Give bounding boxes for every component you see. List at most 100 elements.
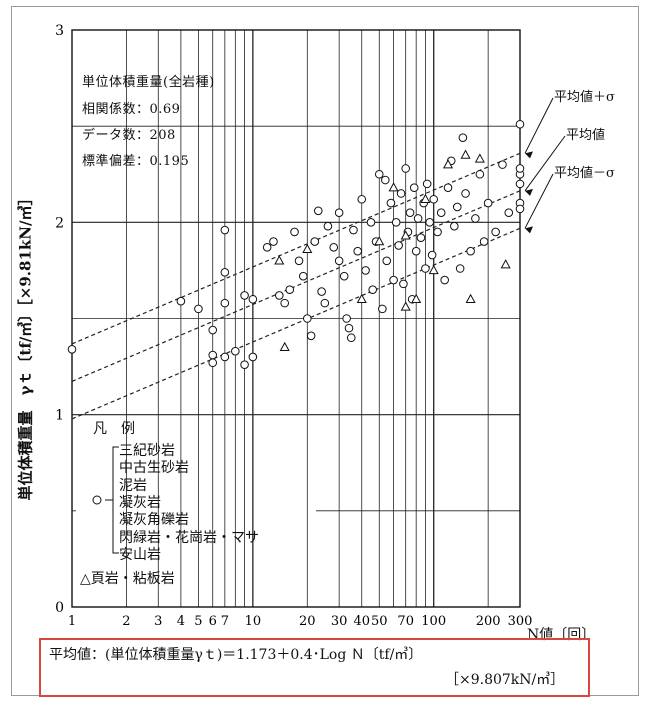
data-point-circle bbox=[374, 169, 384, 179]
x-tick-label: 1 bbox=[68, 614, 76, 629]
data-point-circle bbox=[416, 233, 426, 243]
x-tick-label: 300 bbox=[508, 614, 533, 629]
x-tick-label: 2 bbox=[122, 614, 130, 629]
data-point-triangle bbox=[356, 293, 367, 303]
stats-correlation: 相関係数：0.69 bbox=[82, 102, 181, 117]
mean-line bbox=[71, 190, 521, 382]
y-tick-label: 2 bbox=[55, 215, 64, 231]
data-point-circle bbox=[274, 291, 284, 300]
data-point-circle bbox=[290, 227, 299, 237]
legend-entry: 安山岩 bbox=[119, 546, 161, 563]
data-point-circle bbox=[317, 287, 326, 296]
data-point-triangle bbox=[465, 293, 476, 303]
data-point-circle bbox=[401, 164, 410, 173]
formula-box bbox=[39, 638, 590, 697]
x-tick-label: 20 bbox=[299, 614, 316, 629]
data-point-circle bbox=[471, 214, 480, 223]
data-point-circle bbox=[515, 204, 525, 214]
data-point-circle bbox=[498, 160, 507, 169]
legend-triangle-label: △頁岩・粘板岩 bbox=[80, 571, 175, 587]
data-point-circle bbox=[455, 264, 465, 273]
data-point-triangle bbox=[420, 193, 431, 203]
legend-entry: 凝灰岩 bbox=[119, 494, 161, 511]
data-point-triangle bbox=[442, 159, 454, 169]
x-tick-label: 50 bbox=[371, 614, 388, 629]
data-point-circle bbox=[285, 285, 295, 294]
data-point-triangle bbox=[400, 230, 411, 240]
data-point-circle bbox=[504, 208, 514, 218]
data-point-circle bbox=[378, 304, 387, 314]
legend-background bbox=[76, 414, 316, 590]
data-point-circle bbox=[421, 264, 430, 273]
data-point-circle bbox=[452, 202, 462, 212]
data-point-circle bbox=[368, 285, 378, 294]
data-point-circle bbox=[515, 164, 525, 173]
data-point-circle bbox=[298, 271, 308, 281]
leader-line bbox=[524, 97, 554, 154]
upper-sigma-line bbox=[71, 152, 521, 345]
data-point-circle bbox=[176, 296, 186, 306]
x-tick-label: 40 bbox=[353, 614, 370, 629]
data-point-circle bbox=[240, 291, 249, 300]
data-point-circle bbox=[208, 350, 218, 360]
y-tick-label: 3 bbox=[55, 23, 64, 39]
data-point-circle bbox=[515, 179, 525, 189]
data-point-circle bbox=[248, 352, 258, 362]
data-point-circle bbox=[450, 221, 459, 231]
data-point-circle bbox=[357, 194, 367, 204]
data-point-circle bbox=[405, 208, 415, 218]
x-tick-label: 10 bbox=[245, 614, 262, 629]
data-point-triangle bbox=[274, 255, 285, 265]
data-point-circle bbox=[458, 133, 468, 143]
legend-circle-marker bbox=[92, 495, 102, 505]
data-point-circle bbox=[302, 314, 312, 323]
data-point-circle bbox=[491, 227, 500, 237]
band-label-lower: 平均値－σ bbox=[554, 166, 615, 181]
data-point-circle bbox=[323, 221, 333, 231]
data-point-circle bbox=[391, 218, 401, 227]
data-point-circle bbox=[231, 346, 240, 356]
data-point-triangle bbox=[428, 264, 439, 275]
band-label-upper: 平均値＋σ bbox=[554, 90, 615, 105]
data-point-circle bbox=[427, 250, 437, 260]
data-point-circle bbox=[413, 214, 423, 223]
data-point-circle bbox=[436, 208, 446, 218]
data-point-circle bbox=[381, 175, 390, 185]
data-point-circle bbox=[220, 225, 230, 235]
formula-unit: ［×9.807kN/㎥］ bbox=[445, 672, 565, 688]
data-point-circle bbox=[479, 237, 489, 246]
data-point-circle bbox=[313, 206, 323, 216]
data-point-circle bbox=[294, 256, 304, 266]
leader-arrowhead bbox=[525, 151, 533, 159]
x-tick-label: 3 bbox=[154, 614, 162, 629]
x-tick-label: 200 bbox=[476, 614, 501, 629]
data-point-circle bbox=[220, 298, 230, 308]
stats-heading: 単位体積重量(全岩種) bbox=[82, 75, 215, 90]
stats-stddev: 標準偏差：0.195 bbox=[82, 154, 190, 169]
data-point-circle bbox=[443, 183, 453, 193]
legend-title: 凡 例 bbox=[93, 421, 135, 437]
data-point-circle bbox=[440, 275, 449, 285]
data-point-circle bbox=[262, 243, 272, 252]
y-tick-label: 1 bbox=[55, 408, 64, 424]
data-point-circle bbox=[411, 246, 421, 256]
data-point-circle bbox=[220, 352, 230, 362]
legend-entry: 泥岩 bbox=[119, 477, 147, 494]
data-point-circle bbox=[248, 294, 258, 304]
data-point-circle bbox=[334, 256, 344, 266]
y-tick-label: 0 bbox=[55, 600, 64, 616]
data-point-circle bbox=[422, 179, 432, 189]
leader-arrowhead bbox=[525, 188, 533, 196]
data-point-circle bbox=[425, 218, 434, 227]
data-point-circle bbox=[339, 271, 349, 281]
data-point-circle bbox=[475, 169, 485, 179]
data-point-circle bbox=[320, 298, 330, 308]
y-axis-label: 単位体積重量 γｔ〔tf/㎥〕［×9.81kN/㎥］ bbox=[16, 190, 35, 501]
data-point-circle bbox=[349, 225, 358, 235]
data-point-circle bbox=[269, 237, 278, 246]
data-point-circle bbox=[366, 218, 376, 227]
data-point-circle bbox=[396, 189, 406, 198]
lower-sigma-line bbox=[71, 227, 521, 420]
stats-count: データ数：208 bbox=[82, 128, 176, 143]
